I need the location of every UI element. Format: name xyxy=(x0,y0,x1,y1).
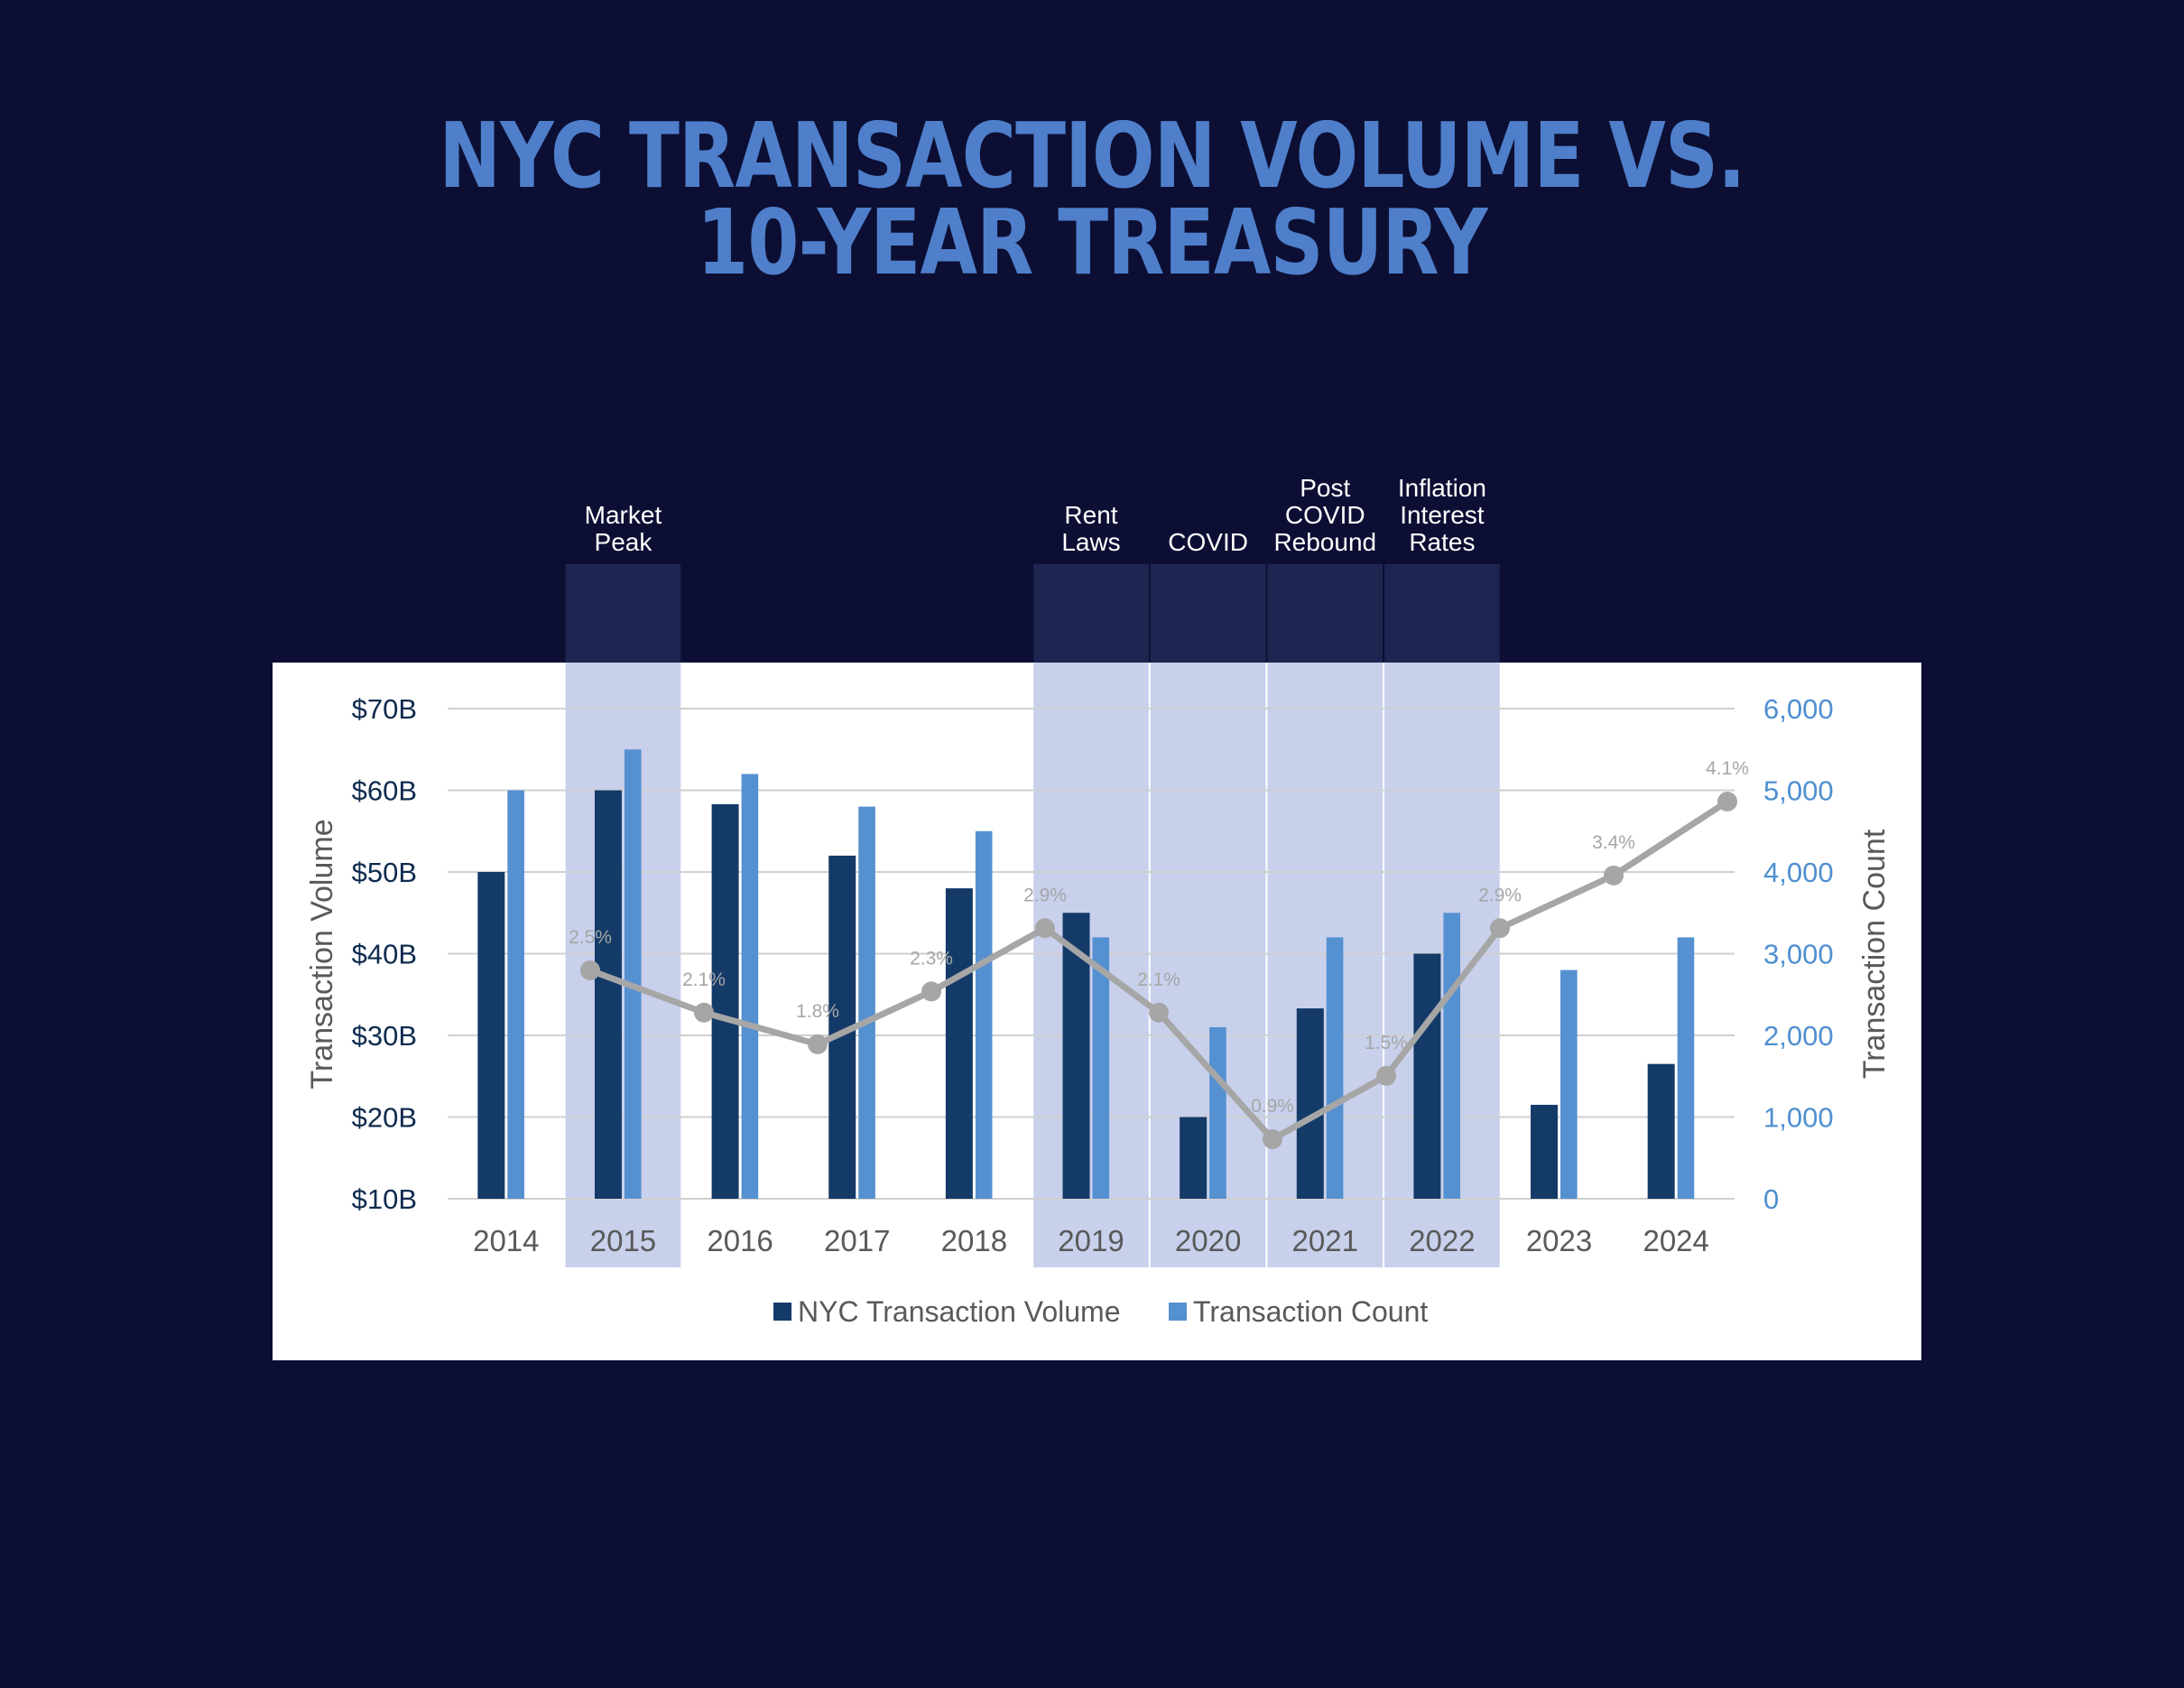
highlight-band xyxy=(1384,663,1500,1267)
bar-volume xyxy=(1180,1117,1208,1199)
bar-count xyxy=(1092,937,1110,1199)
treasury-point xyxy=(580,960,600,980)
highlight-band-overhang xyxy=(1267,564,1384,663)
bar-count xyxy=(1560,969,1578,1199)
legend-swatch-volume xyxy=(773,1303,791,1321)
highlight-label: Peak xyxy=(595,528,653,556)
treasury-data-label: 2.1% xyxy=(1137,969,1180,990)
treasury-point xyxy=(1376,1065,1396,1086)
treasury-data-label: 0.9% xyxy=(1251,1096,1294,1117)
bar-count xyxy=(507,790,524,1199)
bar-volume xyxy=(1647,1063,1675,1199)
y-left-tick-label: $70B xyxy=(352,693,417,725)
y-right-tick-label: 2,000 xyxy=(1763,1020,1834,1052)
title-line-1: NYC TRANSACTION VOLUME VS. xyxy=(439,103,1745,209)
bar-volume xyxy=(477,872,505,1199)
treasury-point xyxy=(1717,792,1737,812)
highlight-band-overhang xyxy=(1150,564,1266,663)
x-tick-label: 2015 xyxy=(590,1224,656,1257)
highlight-label: Rent xyxy=(1064,501,1117,529)
y-right-axis-title: Transaction Count xyxy=(1857,829,1892,1079)
y-right-tick-label: 4,000 xyxy=(1763,857,1834,888)
highlight-label: Rates xyxy=(1409,528,1475,556)
highlight-band-overhang xyxy=(565,564,681,663)
legend-label-volume: NYC Transaction Volume xyxy=(798,1295,1121,1328)
highlight-label: Laws xyxy=(1061,528,1120,556)
treasury-point xyxy=(694,1002,714,1023)
y-left-tick-label: $50B xyxy=(352,857,417,888)
legend-swatch-count xyxy=(1169,1303,1187,1321)
treasury-point xyxy=(1604,865,1624,886)
bar-count xyxy=(858,806,875,1199)
treasury-point xyxy=(1263,1129,1282,1149)
x-tick-label: 2024 xyxy=(1643,1224,1708,1257)
legend-label-count: Transaction Count xyxy=(1193,1295,1428,1328)
bar-volume xyxy=(1296,1008,1324,1199)
treasury-point xyxy=(1035,918,1055,939)
x-tick-label: 2014 xyxy=(473,1224,539,1257)
bar-volume xyxy=(1531,1104,1559,1199)
treasury-data-label: 2.9% xyxy=(1023,885,1067,905)
x-tick-label: 2016 xyxy=(707,1224,773,1257)
bar-count xyxy=(1326,937,1344,1199)
bar-count xyxy=(1677,937,1695,1199)
bar-volume xyxy=(711,803,739,1199)
bar-count xyxy=(975,830,993,1199)
y-right-tick-label: 5,000 xyxy=(1763,775,1834,807)
highlight-band-overhang xyxy=(1384,564,1500,663)
treasury-data-label: 1.5% xyxy=(1365,1033,1408,1053)
y-left-tick-label: $30B xyxy=(352,1020,417,1052)
treasury-data-label: 2.5% xyxy=(569,927,612,948)
highlight-band xyxy=(1150,663,1266,1267)
y-right-tick-label: 6,000 xyxy=(1763,693,1834,725)
treasury-point xyxy=(808,1034,828,1054)
y-left-tick-label: $20B xyxy=(352,1102,417,1134)
y-left-tick-label: $40B xyxy=(352,939,417,970)
highlight-label: Interest xyxy=(1400,501,1485,529)
y-right-tick-label: 3,000 xyxy=(1763,939,1834,970)
bar-count xyxy=(1443,913,1461,1199)
treasury-point xyxy=(1149,1002,1169,1023)
bar-volume xyxy=(594,790,622,1199)
treasury-point xyxy=(921,981,941,1002)
y-left-tick-label: $10B xyxy=(352,1183,417,1215)
treasury-data-label: 2.1% xyxy=(682,969,726,990)
x-tick-label: 2019 xyxy=(1058,1224,1124,1257)
highlight-band-overhang xyxy=(1033,564,1149,663)
x-tick-label: 2023 xyxy=(1526,1224,1592,1257)
treasury-data-label: 1.8% xyxy=(796,1001,839,1022)
highlight-label: COVID xyxy=(1285,501,1365,529)
treasury-data-label: 2.9% xyxy=(1478,885,1522,905)
y-right-tick-label: 1,000 xyxy=(1763,1102,1834,1134)
x-tick-label: 2022 xyxy=(1409,1224,1475,1257)
y-left-tick-label: $60B xyxy=(352,775,417,807)
x-tick-label: 2017 xyxy=(824,1224,890,1257)
x-tick-label: 2021 xyxy=(1292,1224,1358,1257)
bar-count xyxy=(624,749,642,1199)
bar-volume xyxy=(945,888,973,1199)
highlight-label: Market xyxy=(585,501,662,529)
bar-count xyxy=(1209,1026,1226,1199)
highlight-band xyxy=(1267,663,1384,1267)
highlight-label: Inflation xyxy=(1398,474,1486,502)
y-left-axis-title: Transaction Volume xyxy=(305,819,339,1089)
bar-count xyxy=(741,774,759,1199)
y-right-tick-label: 0 xyxy=(1763,1183,1779,1215)
highlight-label: COVID xyxy=(1168,528,1248,556)
treasury-data-label: 2.3% xyxy=(910,948,953,969)
highlight-label: Post xyxy=(1300,474,1350,502)
treasury-data-label: 4.1% xyxy=(1706,758,1749,779)
x-tick-label: 2018 xyxy=(941,1224,1007,1257)
page-title: NYC TRANSACTION VOLUME VS. 10-YEAR TREAS… xyxy=(197,103,1987,295)
treasury-data-label: 3.4% xyxy=(1592,832,1635,853)
treasury-point xyxy=(1490,918,1510,939)
x-tick-label: 2020 xyxy=(1175,1224,1241,1257)
title-line-2: 10-YEAR TREASURY xyxy=(697,190,1488,295)
bar-volume xyxy=(1413,953,1441,1199)
highlight-label: Rebound xyxy=(1273,528,1376,556)
